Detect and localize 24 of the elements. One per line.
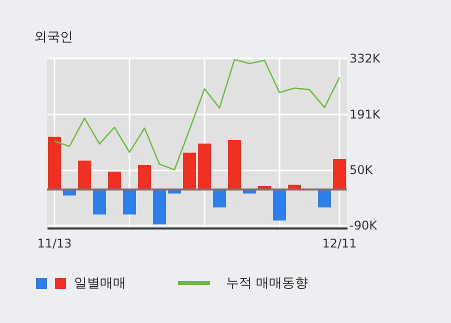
bar xyxy=(93,190,106,215)
line-series xyxy=(54,58,340,170)
bar xyxy=(138,164,151,190)
bar xyxy=(153,190,166,224)
y-tick-label: -90K xyxy=(350,218,378,233)
legend-label: 누적 매매동향 xyxy=(226,275,308,292)
x-tick-label: 12/11 xyxy=(322,236,357,250)
y-tick-label: 332K xyxy=(350,52,382,66)
x-tick-label: 11/13 xyxy=(37,236,72,250)
bar xyxy=(123,190,136,215)
bar xyxy=(333,159,346,190)
y-tick-label: 50K xyxy=(350,163,374,178)
legend-label: 일별매매 xyxy=(74,275,126,292)
bar xyxy=(48,136,61,190)
bar xyxy=(273,190,286,220)
y-tick-label: 191K xyxy=(350,107,382,122)
bar xyxy=(318,190,331,208)
bar xyxy=(78,160,91,190)
bar xyxy=(108,172,121,190)
bar xyxy=(228,140,241,190)
bar xyxy=(183,152,196,190)
bar xyxy=(213,190,226,208)
chart-title: 외국인 xyxy=(34,29,73,46)
bar xyxy=(198,144,211,190)
